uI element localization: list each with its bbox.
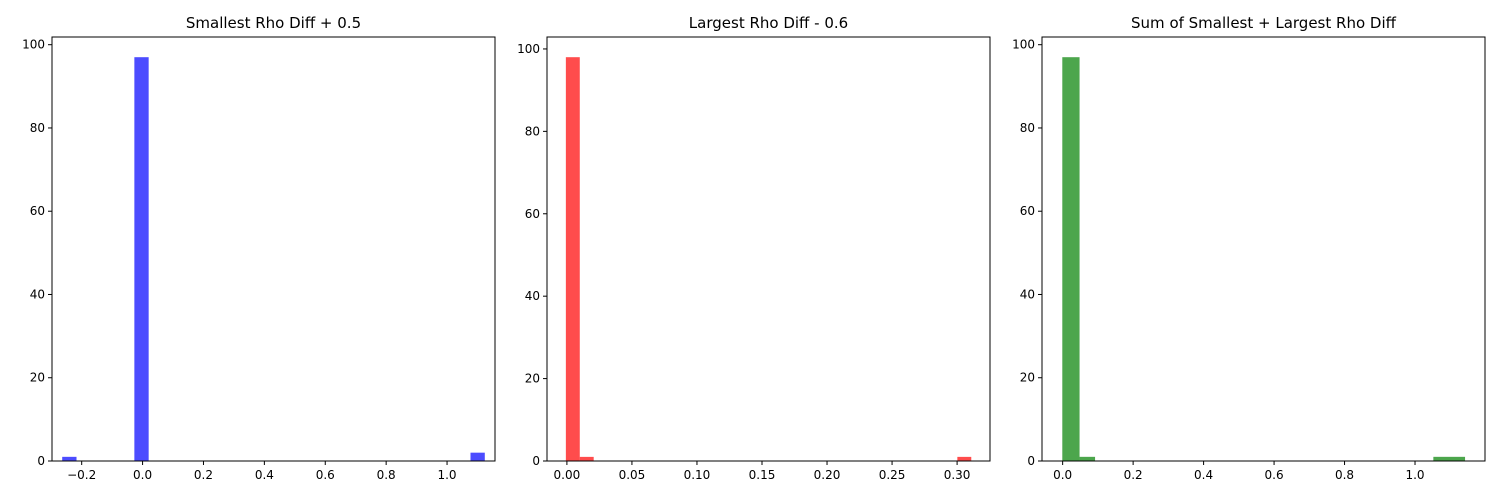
x-tick-label: 0.00 [554, 468, 581, 482]
y-tick-label: 40 [525, 289, 540, 303]
x-tick-label: 1.0 [1405, 468, 1424, 482]
plot-frame [1041, 36, 1486, 462]
x-tick-label: −0.2 [67, 468, 96, 482]
y-tick-label: 100 [517, 42, 540, 56]
chart-panel-2: 0.00 0.05 0.10 0.15 0.20 0.25 0.30 0 20 40 60 80 100… [517, 14, 991, 482]
chart-title: Sum of Smallest + Largest Rho Diff [1131, 14, 1397, 32]
chart-title: Largest Rho Diff - 0.6 [689, 14, 848, 32]
plot-frame [51, 36, 496, 462]
y-tick-label: 80 [525, 124, 540, 138]
histogram-bar [1062, 57, 1080, 461]
y-tick-label: 0 [532, 454, 540, 468]
y-tick-label: 20 [525, 372, 540, 386]
y-tick-label: 80 [1020, 121, 1035, 135]
x-tick-label: 0.20 [814, 468, 841, 482]
x-tick-label: 0.6 [1265, 468, 1284, 482]
histogram-bar [579, 456, 594, 461]
x-tick-label: 0.0 [133, 468, 152, 482]
x-tick-label: 0.2 [194, 468, 213, 482]
x-tick-label: 0.15 [749, 468, 776, 482]
x-tick-label: 0.6 [316, 468, 335, 482]
x-tick-label: 0.05 [619, 468, 646, 482]
histogram-bar [957, 456, 972, 461]
y-tick-label: 40 [30, 287, 45, 301]
histogram-bar [62, 456, 77, 461]
x-tick-label: 0.4 [1194, 468, 1213, 482]
histogram-bar [470, 452, 485, 461]
x-tick-label: 0.8 [1335, 468, 1354, 482]
histogram-bar [1079, 456, 1096, 461]
chart-title: Smallest Rho Diff + 0.5 [186, 14, 361, 32]
x-tick-label: 0.30 [944, 468, 971, 482]
y-tick-label: 100 [22, 38, 45, 52]
x-tick-label: 0.25 [879, 468, 906, 482]
histogram-bar [1433, 456, 1466, 461]
x-tick-label: 0.0 [1053, 468, 1072, 482]
y-tick-label: 60 [30, 204, 45, 218]
y-tick-label: 20 [1020, 371, 1035, 385]
x-tick-label: 0.10 [684, 468, 711, 482]
y-tick-label: 20 [30, 371, 45, 385]
chart-panel-3: 0.0 0.2 0.4 0.6 0.8 1.0 0 20 40 60 80 100 Sum of Sma… [1012, 14, 1486, 482]
x-tick-label: 1.0 [437, 468, 456, 482]
x-tick-label: 0.4 [255, 468, 274, 482]
x-tick-label: 0.8 [377, 468, 396, 482]
y-tick-label: 0 [1027, 454, 1035, 468]
y-tick-label: 60 [525, 207, 540, 221]
plot-frame [546, 36, 991, 462]
y-tick-label: 80 [30, 121, 45, 135]
y-tick-label: 0 [37, 454, 45, 468]
y-tick-label: 100 [1012, 38, 1035, 52]
y-tick-label: 60 [1020, 204, 1035, 218]
histogram-bar [565, 57, 580, 461]
x-tick-label: 0.2 [1124, 468, 1143, 482]
histogram-bar [134, 57, 149, 461]
y-tick-label: 40 [1020, 287, 1035, 301]
chart-panel-1: −0.2 0.0 0.2 0.4 0.6 0.8 1.0 0 20 40 60 80 100 Smalle… [22, 14, 496, 482]
